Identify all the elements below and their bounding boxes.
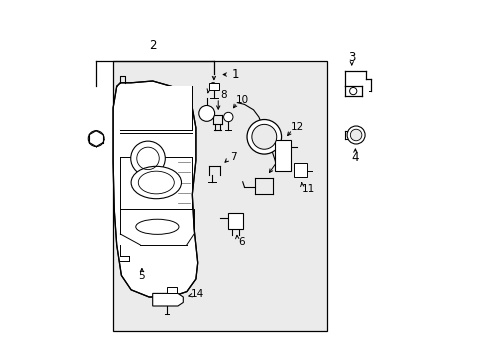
Text: 7: 7 [229, 152, 236, 162]
Bar [293, 163, 306, 177]
Text: 3: 3 [347, 51, 355, 64]
Ellipse shape [131, 166, 181, 199]
Circle shape [349, 129, 361, 141]
Bar [167, 287, 177, 293]
Bar [227, 213, 243, 229]
Text: 12: 12 [290, 122, 303, 132]
Polygon shape [152, 293, 183, 306]
Circle shape [346, 126, 365, 144]
Ellipse shape [136, 219, 179, 234]
Text: 4: 4 [351, 151, 358, 164]
Circle shape [130, 141, 165, 176]
Circle shape [199, 105, 214, 121]
Text: 5: 5 [138, 271, 145, 282]
Circle shape [88, 131, 104, 147]
Text: 11: 11 [301, 184, 314, 194]
Bar [113, 61, 326, 331]
Text: 2: 2 [149, 39, 156, 51]
Bar [208, 83, 219, 90]
Bar [275, 140, 291, 171]
Text: 10: 10 [235, 95, 248, 105]
Text: 14: 14 [191, 289, 204, 299]
Text: 9: 9 [209, 82, 216, 93]
Circle shape [223, 112, 232, 122]
Polygon shape [113, 81, 197, 297]
Circle shape [246, 120, 281, 154]
Text: 1: 1 [231, 68, 239, 81]
Text: 13: 13 [274, 154, 287, 164]
Circle shape [251, 124, 276, 149]
Text: 8: 8 [220, 90, 226, 100]
Polygon shape [120, 86, 192, 130]
Text: 6: 6 [238, 237, 245, 247]
